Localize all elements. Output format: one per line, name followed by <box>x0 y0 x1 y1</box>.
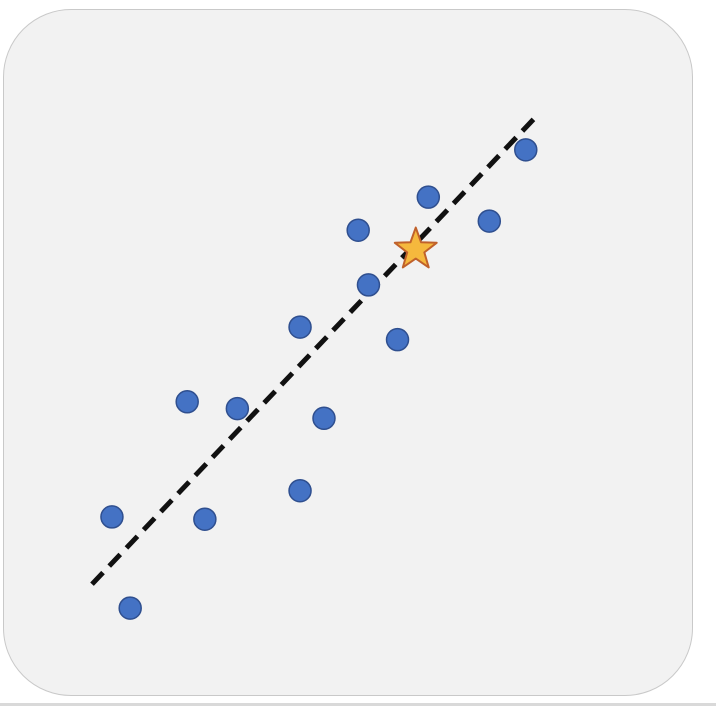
scatter-point-1 <box>100 505 124 529</box>
scatter-point-11 <box>385 327 410 352</box>
scatter-point-3 <box>175 390 199 414</box>
scatter-point-5 <box>225 396 250 421</box>
scatter-point-14 <box>514 138 538 162</box>
scatter-point-12 <box>416 185 441 209</box>
scatter-point-9 <box>346 218 370 242</box>
chart-panel <box>3 9 693 696</box>
trend-line <box>90 117 536 586</box>
scatter-point-10 <box>356 273 381 297</box>
scatter-point-4 <box>193 507 217 531</box>
scatter-point-6 <box>288 478 312 503</box>
scatter-point-2 <box>118 596 142 620</box>
highlight-star-marker <box>393 226 438 269</box>
scatter-point-13 <box>477 209 502 233</box>
scatter-point-8 <box>312 406 336 431</box>
scatter-point-7 <box>288 315 312 339</box>
bottom-divider <box>0 703 716 706</box>
